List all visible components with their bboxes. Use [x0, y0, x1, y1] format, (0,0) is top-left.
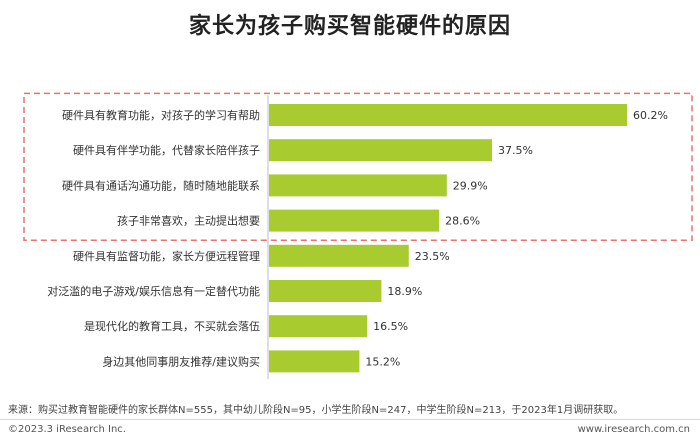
value-label: 60.2%: [633, 109, 668, 122]
value-label: 16.5%: [373, 320, 408, 333]
value-label: 28.6%: [445, 215, 480, 228]
bar: [269, 209, 440, 232]
bar: [269, 315, 368, 338]
bar: [269, 244, 409, 267]
value-label: 18.9%: [387, 285, 422, 298]
footer-divider: [0, 419, 700, 420]
category-label: 硬件具有监督功能，家长方便远程管理: [73, 249, 260, 263]
value-label: 37.5%: [498, 144, 533, 157]
website-text: www.iresearch.com.cn: [577, 424, 690, 435]
category-label: 身边其他同事朋友推荐/建议购买: [102, 354, 260, 368]
bar: [269, 280, 382, 302]
bar-chart: 硬件具有教育功能，对孩子的学习有帮助 60.2% 硬件具有伴学功能，代替家长陪伴孩子…: [23, 92, 693, 379]
category-label: 孩子非常喜欢，主动提出想要: [117, 214, 260, 228]
value-label: 15.2%: [365, 355, 400, 368]
value-label: 23.5%: [415, 250, 450, 263]
value-label: 29.9%: [453, 179, 488, 192]
bar: [269, 104, 627, 126]
category-label: 硬件具有伴学功能，代替家长陪伴孩子: [73, 143, 260, 157]
copyright-text: ©2023.3 iResearch Inc.: [8, 424, 126, 435]
category-label: 硬件具有教育功能，对孩子的学习有帮助: [62, 108, 260, 122]
category-label: 是现代化的教育工具，不买就会落伍: [84, 319, 260, 333]
chart-title: 家长为孩子购买智能硬件的原因: [188, 14, 511, 39]
highlight-box: [23, 92, 693, 241]
bar: [269, 174, 447, 197]
bar: [269, 139, 493, 162]
source-note: 来源：购买过教育智能硬件的家长群体N=555，其中幼儿阶段N=95，小学生阶段N…: [8, 405, 624, 416]
category-label: 对泛滥的电子游戏/娱乐信息有一定替代功能: [47, 284, 260, 298]
category-label: 硬件具有通话沟通功能，随时随地能联系: [62, 178, 260, 192]
bar: [269, 350, 360, 373]
